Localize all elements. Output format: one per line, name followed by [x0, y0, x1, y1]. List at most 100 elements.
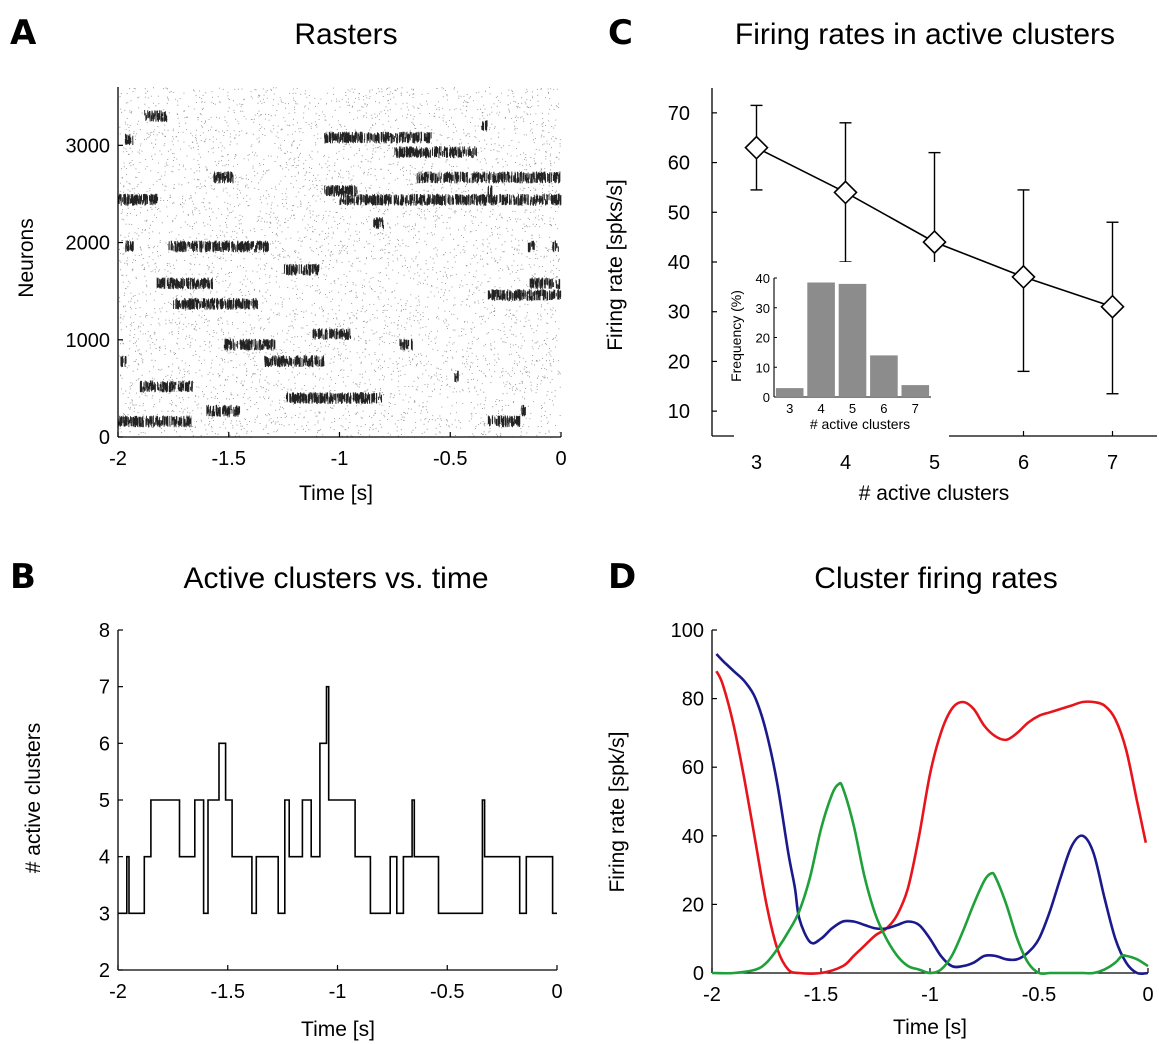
- panel-a-title: Rasters: [294, 18, 397, 51]
- raster-burst: [285, 392, 363, 405]
- x-tick-label: 6: [1018, 452, 1029, 474]
- raster-burst: [168, 240, 269, 253]
- burst-spikes: [144, 110, 168, 123]
- raster-burst: [481, 120, 488, 131]
- raster-burst: [487, 415, 521, 428]
- diamond-marker: [744, 135, 769, 160]
- burst-spikes: [312, 328, 352, 340]
- x-tick-label: -2: [703, 984, 721, 1006]
- burst-spikes: [223, 338, 276, 351]
- burst-spikes: [487, 185, 493, 197]
- burst-spikes: [213, 171, 234, 184]
- raster-burst: [223, 338, 276, 351]
- inset-y-tick-label: 30: [756, 301, 770, 316]
- panel-c-plot: [744, 104, 1125, 395]
- raster-burst: [120, 355, 127, 368]
- x-tick-label: 3: [751, 452, 762, 474]
- burst-spikes: [354, 392, 383, 404]
- burst-spikes: [373, 217, 384, 230]
- inset-bar: [775, 388, 804, 397]
- x-tick-label: 5: [929, 452, 940, 474]
- x-tick-label: 4: [840, 452, 851, 474]
- y-tick-label: 10: [668, 401, 690, 423]
- burst-spikes: [487, 415, 521, 428]
- panel-label-c: C: [608, 13, 633, 53]
- inset-bar: [838, 283, 867, 397]
- panel-label-d: D: [608, 557, 636, 597]
- y-tick-label: 3: [99, 903, 110, 925]
- y-tick-label: 2000: [66, 233, 111, 255]
- panel-d-title: Cluster firing rates: [814, 562, 1057, 595]
- burst-spikes: [552, 240, 559, 253]
- panel-c-xlabel: # active clusters: [859, 482, 1010, 505]
- y-tick-label: 6: [99, 733, 110, 755]
- x-tick-label: -1.5: [804, 984, 838, 1006]
- panel-b-xlabel: Time [s]: [301, 1018, 375, 1041]
- inset-x-tick-label: 6: [880, 401, 887, 416]
- panel-b-ylabel: # active clusters: [22, 723, 45, 874]
- background-spike-dots: [119, 87, 561, 438]
- inset-x-tick-label: 5: [849, 401, 856, 416]
- burst-spikes: [156, 277, 213, 290]
- raster-burst: [521, 404, 526, 417]
- x-tick-label: -1.5: [212, 448, 246, 470]
- inset-x-tick-label: 7: [912, 401, 919, 416]
- raster-burst: [354, 392, 383, 404]
- raster-burst: [324, 131, 432, 144]
- y-tick-label: 7: [99, 677, 110, 699]
- x-tick-label: 0: [1142, 984, 1153, 1006]
- panel-a-xlabel: Time [s]: [299, 482, 373, 505]
- diamond-marker: [1011, 264, 1036, 290]
- raster-burst: [156, 277, 213, 290]
- x-tick-label: -1: [331, 448, 349, 470]
- panel-b: B Active clusters vs. time Time [s] # ac…: [10, 557, 563, 1041]
- panel-d-xlabel: Time [s]: [893, 1016, 967, 1039]
- inset-xlabel: # active clusters: [810, 416, 910, 432]
- x-tick-label: 0: [555, 448, 566, 470]
- y-tick-label: 60: [682, 757, 704, 779]
- burst-spikes: [117, 415, 192, 428]
- diamond-marker: [1100, 294, 1125, 319]
- raster-burst: [117, 415, 192, 428]
- raster-burst: [206, 404, 241, 417]
- raster-burst: [139, 380, 193, 393]
- inset-bar: [870, 355, 898, 397]
- burst-spikes: [206, 404, 241, 417]
- raster-burst: [416, 171, 561, 184]
- y-tick-label: 40: [682, 826, 704, 848]
- burst-spikes: [124, 133, 134, 146]
- raster-bursts: [117, 110, 562, 428]
- inset-y-tick-label: 0: [763, 390, 770, 405]
- inset-bar: [901, 385, 930, 397]
- raster-burst: [399, 338, 413, 351]
- raster-burst: [487, 289, 562, 302]
- inset-plot: 0 10 20 30 40 3 4 5 6 7: [756, 271, 931, 416]
- raster-burst: [454, 370, 459, 382]
- panel-label-a: A: [10, 13, 37, 53]
- raster-burst: [324, 185, 358, 197]
- raster-burst: [552, 240, 559, 253]
- active-clusters-step-line: [118, 685, 557, 915]
- burst-spikes: [125, 240, 134, 253]
- x-tick-label: -1: [921, 984, 939, 1006]
- raster-background-spikes: [119, 87, 561, 438]
- burst-spikes: [120, 355, 127, 368]
- y-tick-label: 3000: [66, 135, 111, 157]
- raster-burst: [283, 263, 320, 276]
- y-tick-label: 20: [668, 351, 690, 373]
- burst-spikes: [324, 185, 358, 197]
- burst-spikes: [339, 193, 562, 206]
- x-tick-label: -2: [109, 448, 127, 470]
- y-tick-label: 8: [99, 620, 110, 642]
- raster-burst: [124, 133, 134, 146]
- raster-burst: [264, 355, 325, 368]
- burst-spikes: [168, 240, 269, 253]
- burst-spikes: [416, 171, 561, 184]
- diamond-marker: [922, 229, 947, 255]
- panel-a: A Rasters Time [s] Neurons -2 -1.5 -1 -0.5 0…: [10, 13, 567, 505]
- panel-a-axes: -2 -1.5 -1 -0.5 0 0 1000 2000 3000: [66, 87, 567, 470]
- burst-spikes: [527, 240, 535, 253]
- frequency-inset: Frequency (%) # active clusters 0 10 20 30 4…: [728, 262, 949, 437]
- panel-b-title: Active clusters vs. time: [183, 562, 488, 595]
